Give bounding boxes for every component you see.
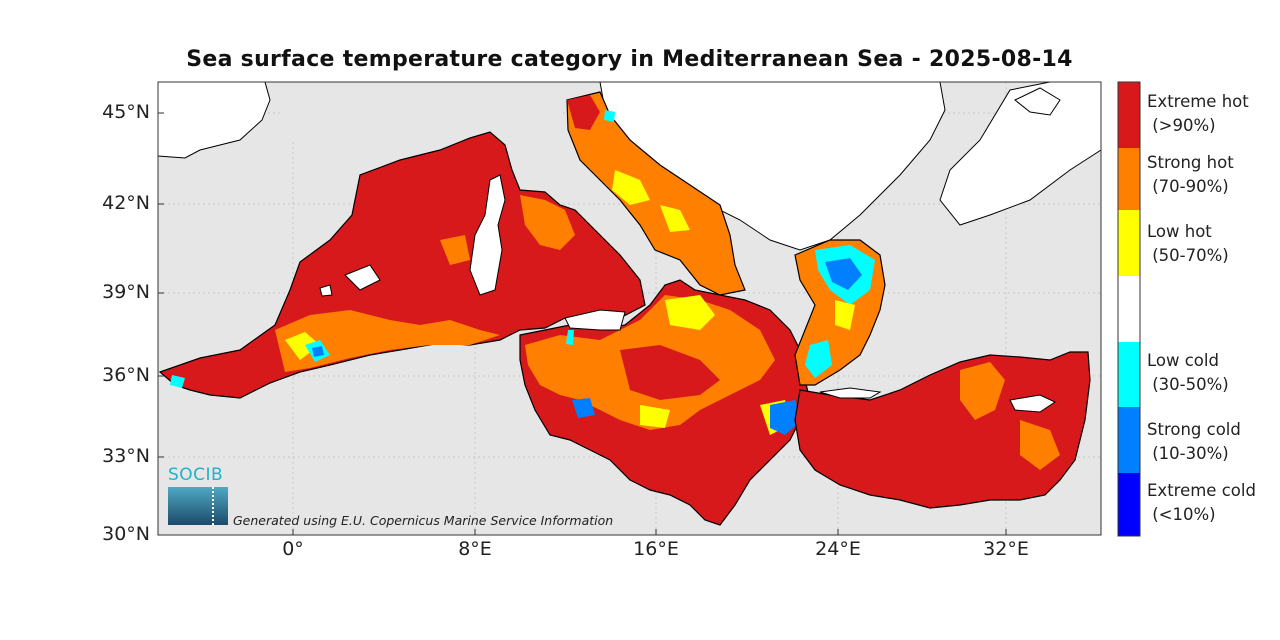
colorbar-neutral xyxy=(1118,276,1140,342)
legend-extreme-cold: Extreme cold (<10%) xyxy=(1147,479,1256,527)
sea-alboran-low-cold xyxy=(170,375,185,388)
land-cyprus xyxy=(1009,394,1057,413)
legend-low-hot: Low hot (50-70%) xyxy=(1147,220,1229,268)
land-corsica-sardinia xyxy=(469,174,506,296)
land-crete xyxy=(819,387,882,399)
legend-extreme-cold-range: (<10%) xyxy=(1152,505,1216,524)
sea-aegean-strong-cold xyxy=(825,258,862,290)
sea-east-extreme-hot xyxy=(794,351,1091,509)
legend-low-hot-label: Low hot xyxy=(1147,222,1212,241)
data-credit: Generated using E.U. Copernicus Marine S… xyxy=(233,513,614,528)
lat-tick-45n: 45°N xyxy=(102,101,150,123)
sea-central-strong-cold-2 xyxy=(770,400,802,435)
legend-strong-cold-range: (10-30%) xyxy=(1152,444,1229,463)
colorbar xyxy=(1117,81,1141,537)
lon-tick-8e: 8°E xyxy=(458,538,492,560)
lon-tick-16e: 16°E xyxy=(633,538,679,560)
colorbar-frame xyxy=(1117,81,1141,537)
land-crimea xyxy=(1014,87,1061,116)
tick-marks xyxy=(158,112,1007,535)
lat-tick-39n: 39°N xyxy=(102,281,150,303)
land-balearic-2 xyxy=(319,284,333,297)
legend-strong-hot-range: (70-90%) xyxy=(1152,177,1229,196)
land-iberia-france xyxy=(157,81,271,159)
legend-extreme-hot-range: (>90%) xyxy=(1152,116,1216,135)
land-balearic xyxy=(344,264,381,291)
colorbar-extreme-hot xyxy=(1118,82,1140,148)
sea-adriatic-strong-hot xyxy=(566,91,746,296)
legend-extreme-cold-label: Extreme cold xyxy=(1147,481,1256,500)
sea-central-strong-cold xyxy=(572,398,595,418)
sea-aegean-low-cold-2 xyxy=(805,340,832,378)
colorbar-extreme-cold xyxy=(1118,473,1140,536)
colorbar-low-hot xyxy=(1118,210,1140,276)
legend-low-cold: Low cold (30-50%) xyxy=(1147,349,1229,397)
sea-east-strong-hot xyxy=(960,362,1005,420)
legend-strong-cold-label: Strong cold xyxy=(1147,420,1241,439)
sea-west-strong-hot-3 xyxy=(440,235,470,265)
sea-adriatic-extreme-hot xyxy=(567,95,600,130)
legend-low-hot-range: (50-70%) xyxy=(1152,246,1229,265)
sea-central-low-hot-2 xyxy=(640,405,670,428)
sea-aegean-low-hot xyxy=(835,300,855,330)
lat-tick-30n: 30°N xyxy=(102,523,150,545)
lat-tick-42n: 42°N xyxy=(102,192,150,214)
sea-west-strong-hot-2 xyxy=(520,195,575,250)
legend-extreme-hot-label: Extreme hot xyxy=(1147,92,1249,111)
sea-adriatic-low-hot-2 xyxy=(660,205,690,232)
sea-west-strong-cold xyxy=(312,346,324,357)
colorbar-strong-cold xyxy=(1118,407,1140,473)
legend-strong-hot: Strong hot (70-90%) xyxy=(1147,151,1234,199)
legend-extreme-hot: Extreme hot (>90%) xyxy=(1147,90,1249,138)
sea-adriatic-low-cold xyxy=(604,110,615,122)
legend-low-cold-range: (30-50%) xyxy=(1152,375,1229,394)
sea-central-low-cold xyxy=(566,330,574,345)
map-frame xyxy=(157,81,1102,536)
lon-tick-0: 0° xyxy=(282,538,304,560)
socib-logo-icon xyxy=(168,487,228,525)
lat-tick-33n: 33°N xyxy=(102,445,150,467)
legend-low-cold-label: Low cold xyxy=(1147,351,1219,370)
map-title: Sea surface temperature category in Medi… xyxy=(186,47,1073,72)
sea-central-extreme-hot-2 xyxy=(620,345,720,400)
colorbar-low-cold xyxy=(1118,342,1140,407)
sea-west-low-hot xyxy=(285,332,320,360)
colorbar-strong-hot xyxy=(1118,148,1140,210)
sea-east-strong-hot-2 xyxy=(1020,420,1060,470)
sea-west-strong-hot-1 xyxy=(275,310,500,372)
lon-tick-24e: 24°E xyxy=(815,538,861,560)
legend-strong-hot-label: Strong hot xyxy=(1147,153,1234,172)
legend-strong-cold: Strong cold (10-30%) xyxy=(1147,418,1241,466)
lat-tick-36n: 36°N xyxy=(102,364,150,386)
sea-adriatic-low-hot xyxy=(612,170,650,205)
socib-logo-text: SOCIB xyxy=(168,465,224,485)
land-sicily xyxy=(564,309,626,331)
lon-tick-32e: 32°E xyxy=(983,538,1029,560)
sea-central-low-hot xyxy=(665,295,715,330)
sea-surface xyxy=(158,91,1091,526)
